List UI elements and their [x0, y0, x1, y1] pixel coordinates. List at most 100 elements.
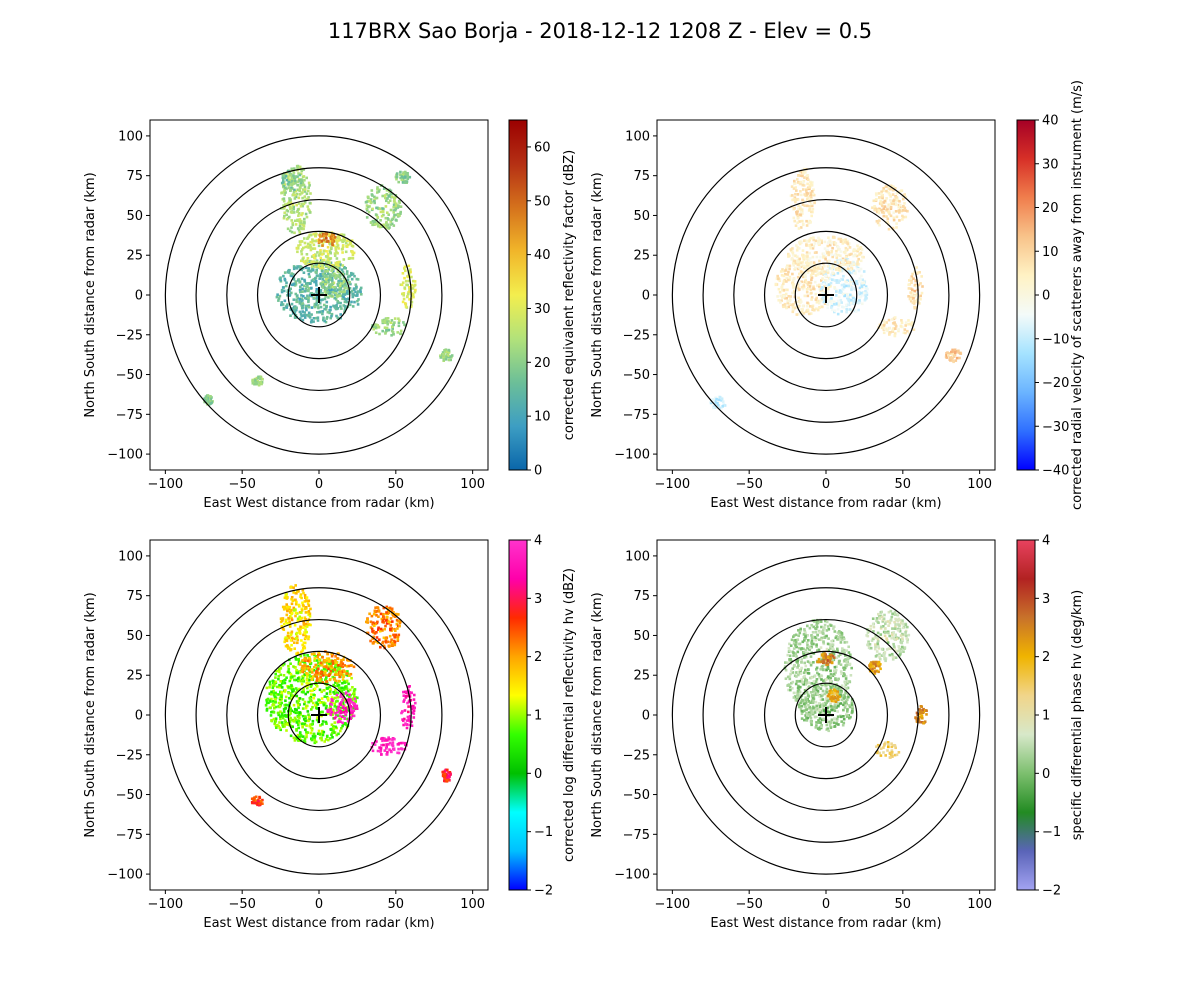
colorbar-tick-label: −30: [1042, 420, 1069, 435]
echo-field: [709, 167, 963, 410]
colorbar-tick-label: 60: [534, 140, 551, 155]
echo-region: [441, 768, 452, 783]
colorbar-tick-label: 0: [534, 464, 542, 479]
colorbar-tick-label: 4: [534, 534, 542, 549]
x-tick-label: −50: [735, 897, 762, 912]
y-tick-label: −50: [116, 368, 143, 383]
colorbar-label: corrected equivalent reflectivity factor…: [562, 150, 577, 441]
colorbar-tick-label: 0: [1042, 767, 1050, 782]
colorbar-tick-label: −2: [1042, 884, 1061, 899]
y-axis-label: North South distance from radar (km): [83, 172, 98, 417]
range-ring: [226, 198, 412, 392]
range-rings: [671, 555, 981, 875]
y-axis-label: North South distance from radar (km): [83, 592, 98, 837]
colorbar-tick-label: 40: [534, 248, 551, 263]
y-tick-label: −100: [614, 448, 650, 463]
echo-region: [250, 795, 264, 807]
x-tick-label: 50: [388, 897, 405, 912]
echo-region: [394, 170, 412, 184]
colorbar-tick-label: 20: [534, 356, 551, 371]
panel-bottom-right: −100 −50 0 50 100 −100 −75 −50 −25 0 25 50 75 100 East…: [590, 534, 1085, 932]
x-tick-label: −50: [228, 477, 255, 492]
range-ring: [195, 587, 443, 843]
y-tick-label: 0: [135, 709, 143, 724]
y-tick-label: −75: [116, 828, 143, 843]
colorbar-gradient: [1016, 119, 1036, 471]
range-ring: [287, 682, 351, 748]
echo-field: [783, 609, 928, 759]
range-rings: [164, 135, 474, 455]
y-tick-label: 75: [633, 589, 650, 604]
y-tick-label: −75: [623, 828, 650, 843]
echo-region: [371, 317, 407, 337]
range-ring: [226, 618, 412, 812]
x-tick-label: 50: [388, 477, 405, 492]
colorbar-tick-label: −40: [1042, 464, 1069, 479]
y-tick-label: −100: [107, 448, 143, 463]
range-ring: [256, 230, 382, 360]
y-tick-label: 0: [135, 289, 143, 304]
colorbar-tick-label: 30: [534, 302, 551, 317]
range-ring: [733, 198, 919, 392]
x-tick-label: 0: [315, 897, 323, 912]
x-axis-label: East West distance from radar (km): [203, 496, 434, 511]
y-tick-label: −50: [623, 368, 650, 383]
x-tick-label: 50: [895, 897, 912, 912]
y-tick-label: 25: [126, 249, 143, 264]
range-ring: [195, 167, 443, 423]
x-tick-label: 100: [460, 897, 485, 912]
y-axis-label: North South distance from radar (km): [590, 592, 605, 837]
x-tick-label: 100: [967, 897, 992, 912]
echo-region: [944, 348, 963, 364]
range-ring: [794, 682, 858, 748]
range-ring: [794, 262, 858, 328]
panel-bottom-left: −100 −50 0 50 100 −100 −75 −50 −25 0 25 50 75 100 East…: [83, 534, 577, 932]
radar-location-marker: [311, 707, 327, 723]
y-tick-label: 100: [118, 549, 143, 564]
x-axis-label: East West distance from radar (km): [203, 916, 434, 931]
x-tick-label: −100: [655, 477, 691, 492]
colorbar-gradient: [1016, 539, 1036, 891]
echo-region: [365, 605, 402, 650]
range-rings: [164, 555, 474, 875]
x-tick-label: −100: [655, 897, 691, 912]
colorbar-tick-label: 3: [534, 592, 542, 607]
range-ring: [287, 262, 351, 328]
echo-field: [250, 584, 452, 807]
x-tick-label: 0: [315, 477, 323, 492]
y-tick-label: −75: [116, 408, 143, 423]
radar-location-marker: [311, 287, 327, 303]
echo-region: [298, 650, 356, 684]
echo-field: [203, 164, 454, 406]
x-tick-label: 0: [822, 897, 830, 912]
colorbar-tick-label: 50: [534, 194, 551, 209]
echo-region: [251, 375, 264, 387]
y-tick-label: 25: [633, 669, 650, 684]
colorbar-tick-label: 20: [1042, 201, 1059, 216]
y-tick-label: 75: [126, 169, 143, 184]
y-tick-label: −25: [116, 328, 143, 343]
y-tick-label: 100: [625, 129, 650, 144]
colorbar-label: specific differential phase hv (deg/km): [1070, 590, 1085, 840]
colorbar-label: corrected radial velocity of scatterers …: [1070, 80, 1085, 510]
x-tick-label: 50: [895, 477, 912, 492]
x-tick-label: 100: [460, 477, 485, 492]
colorbar: −40 −30 −20 −10 0 10 20 30 40 corrected radial ve…: [1016, 80, 1085, 510]
y-tick-label: −100: [107, 868, 143, 883]
colorbar-tick-label: −2: [534, 884, 553, 899]
y-tick-label: 100: [625, 549, 650, 564]
colorbar-tick-label: 1: [534, 709, 542, 724]
colorbar-tick-label: −1: [1042, 825, 1061, 840]
y-tick-label: −25: [116, 748, 143, 763]
range-ring: [763, 230, 889, 360]
x-tick-label: −50: [228, 897, 255, 912]
range-ring: [164, 135, 474, 455]
echo-region: [295, 231, 356, 270]
y-tick-label: 50: [633, 629, 650, 644]
y-tick-label: 25: [126, 669, 143, 684]
range-ring: [164, 555, 474, 875]
colorbar-tick-label: 10: [1042, 245, 1059, 260]
x-tick-label: −50: [735, 477, 762, 492]
